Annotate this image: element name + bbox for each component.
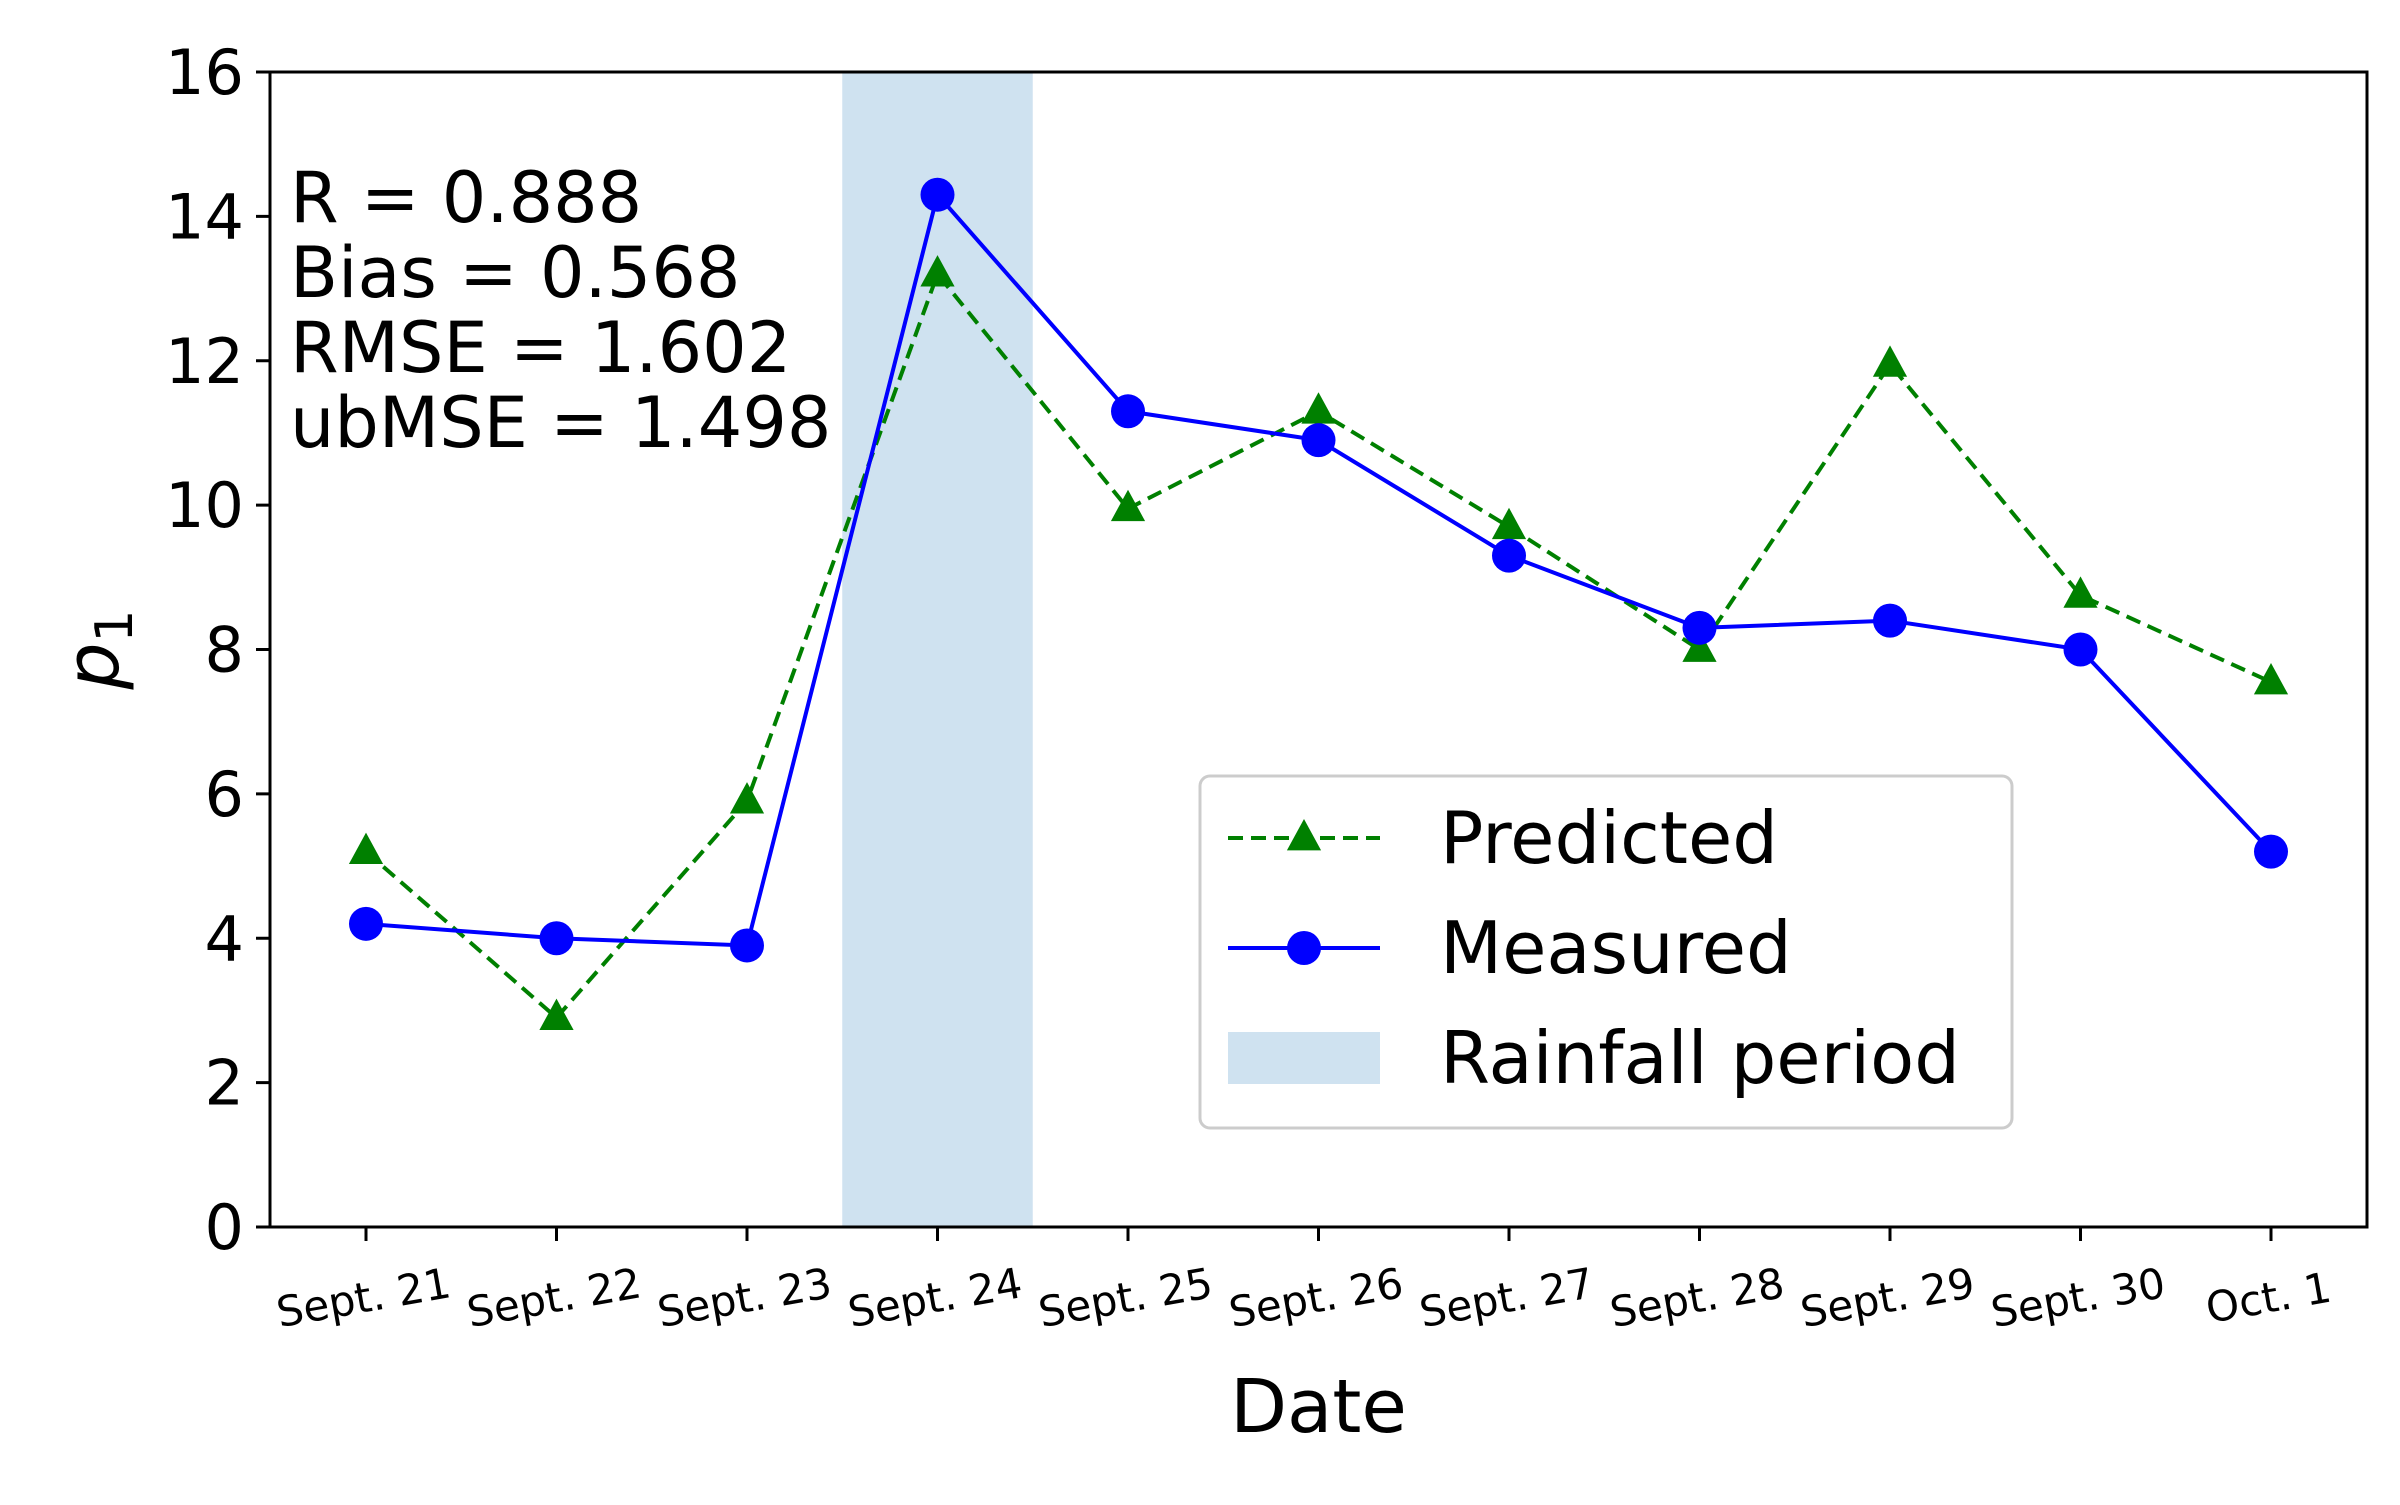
y-tick-label: 14 <box>165 180 244 253</box>
x-axis: Sept. 21 Sept. 22 Sept. 23 Sept. 24 Sept. 25… <box>273 1227 2335 1337</box>
y-axis-title-subscript: 1 <box>85 609 145 642</box>
predicted-point <box>1491 507 1527 540</box>
y-tick-label: 0 <box>205 1191 244 1264</box>
x-tick-label: Sept. 29 <box>1797 1258 1979 1337</box>
measured-point <box>920 177 955 212</box>
measured-point <box>730 928 764 963</box>
measured-point <box>1873 603 1907 638</box>
predicted-point <box>1110 489 1146 522</box>
legend-predicted-marker <box>1286 819 1322 851</box>
measured-point <box>1111 394 1145 429</box>
x-tick-label: Sept. 25 <box>1035 1258 1217 1337</box>
x-tick-label: Sept. 23 <box>654 1258 836 1337</box>
predicted-point <box>2063 576 2098 608</box>
x-tick-label: Sept. 21 <box>273 1258 455 1337</box>
y-tick-label: 8 <box>205 614 244 687</box>
y-tick-label: 16 <box>165 36 244 109</box>
legend-rainfall-swatch <box>1228 1032 1380 1084</box>
measured-point <box>1301 423 1336 458</box>
legend-label: Rainfall period <box>1440 1016 1960 1100</box>
legend-measured-marker <box>1287 931 1321 965</box>
measured-point <box>2254 834 2288 869</box>
predicted-point <box>348 832 384 864</box>
x-tick-label: Oct. 1 <box>2202 1263 2335 1333</box>
y-axis: 0 2 4 6 8 10 12 14 16 <box>165 36 270 1264</box>
measured-point <box>539 921 574 956</box>
stats-line: R = 0.888 <box>290 157 642 239</box>
y-tick-label: 10 <box>165 469 244 542</box>
rainfall-period-band <box>842 72 1033 1227</box>
predicted-point <box>729 782 765 814</box>
predicted-point <box>1872 345 1908 377</box>
x-axis-title: Date <box>1230 1364 1407 1450</box>
y-axis-title: p1 <box>50 609 145 690</box>
measured-point <box>349 906 383 941</box>
legend-label: Predicted <box>1440 796 1778 880</box>
y-tick-label: 6 <box>205 758 244 831</box>
x-tick-label: Sept. 24 <box>844 1258 1026 1337</box>
predicted-point <box>920 255 955 287</box>
measured-point <box>1682 610 1717 645</box>
x-tick-label: Sept. 26 <box>1225 1258 1407 1337</box>
measured-point <box>2063 632 2098 667</box>
y-tick-label: 2 <box>205 1047 244 1120</box>
predicted-point <box>539 998 574 1031</box>
measured-point <box>1492 538 1526 573</box>
predicted-point <box>1301 392 1336 424</box>
predicted-point <box>1682 630 1717 662</box>
x-tick-label: Sept. 30 <box>1987 1258 2169 1337</box>
legend-box <box>1198 774 2014 1130</box>
x-tick-label: Sept. 22 <box>463 1258 645 1337</box>
y-axis-title-main: p <box>50 643 136 691</box>
x-tick-label: Sept. 28 <box>1606 1258 1788 1337</box>
predicted-point <box>2253 662 2289 695</box>
stats-line: Bias = 0.568 <box>290 232 740 314</box>
y-tick-label: 12 <box>165 325 244 398</box>
legend: Predicted Measured Rainfall period <box>1198 774 2014 1130</box>
x-tick-label: Sept. 27 <box>1416 1258 1598 1337</box>
y-tick-label: 4 <box>205 902 244 975</box>
legend-label: Measured <box>1440 906 1792 990</box>
stats-line: RMSE = 1.602 <box>290 307 791 389</box>
stats-line: ubMSE = 1.498 <box>290 382 831 464</box>
